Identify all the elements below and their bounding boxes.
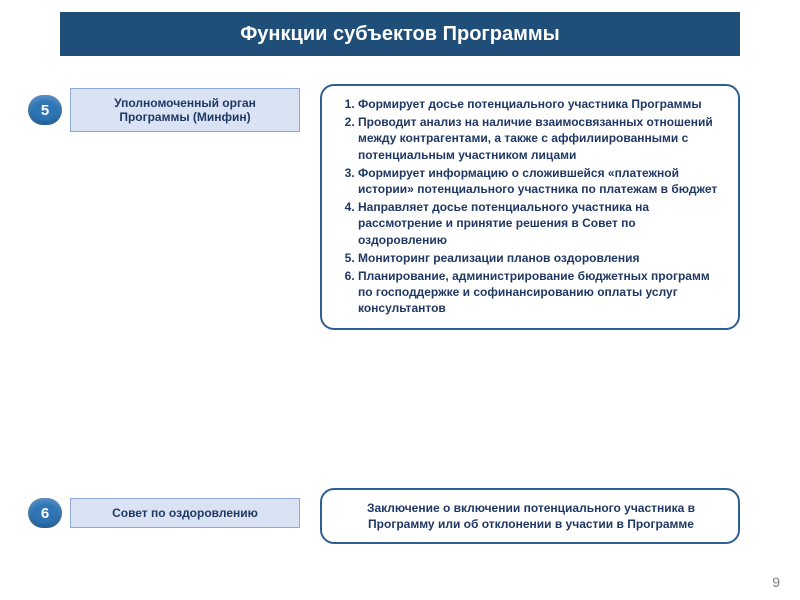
content-6-text: Заключение о включении потенциального уч… [367,501,695,531]
pill-5-number: 5 [41,102,49,119]
content-box-6: Заключение о включении потенциального уч… [320,488,740,544]
label-box-5: Уполномоченный орган Программы (Минфин) [70,88,300,132]
label-5-text: Уполномоченный орган Программы (Минфин) [79,96,291,124]
label-box-6: Совет по оздоровлению [70,498,300,528]
content-list-5: Формирует досье потенциального участника… [336,96,726,316]
pill-6-number: 6 [41,505,49,522]
page-number: 9 [772,574,780,590]
list-item: Планирование, администрирование бюджетны… [358,268,726,317]
page-title: Функции субъектов Программы [240,23,560,46]
list-item: Мониторинг реализации планов оздоровлени… [358,250,726,266]
list-item: Направляет досье потенциального участник… [358,199,726,248]
label-6-text: Совет по оздоровлению [112,506,258,520]
pill-6: 6 [28,498,62,528]
title-bar: Функции субъектов Программы [60,12,740,56]
list-item: Проводит анализ на наличие взаимосвязанн… [358,114,726,163]
list-item: Формирует информацию о сложившейся «плат… [358,165,726,197]
list-item: Формирует досье потенциального участника… [358,96,726,112]
content-box-5: Формирует досье потенциального участника… [320,84,740,330]
pill-5: 5 [28,95,62,125]
